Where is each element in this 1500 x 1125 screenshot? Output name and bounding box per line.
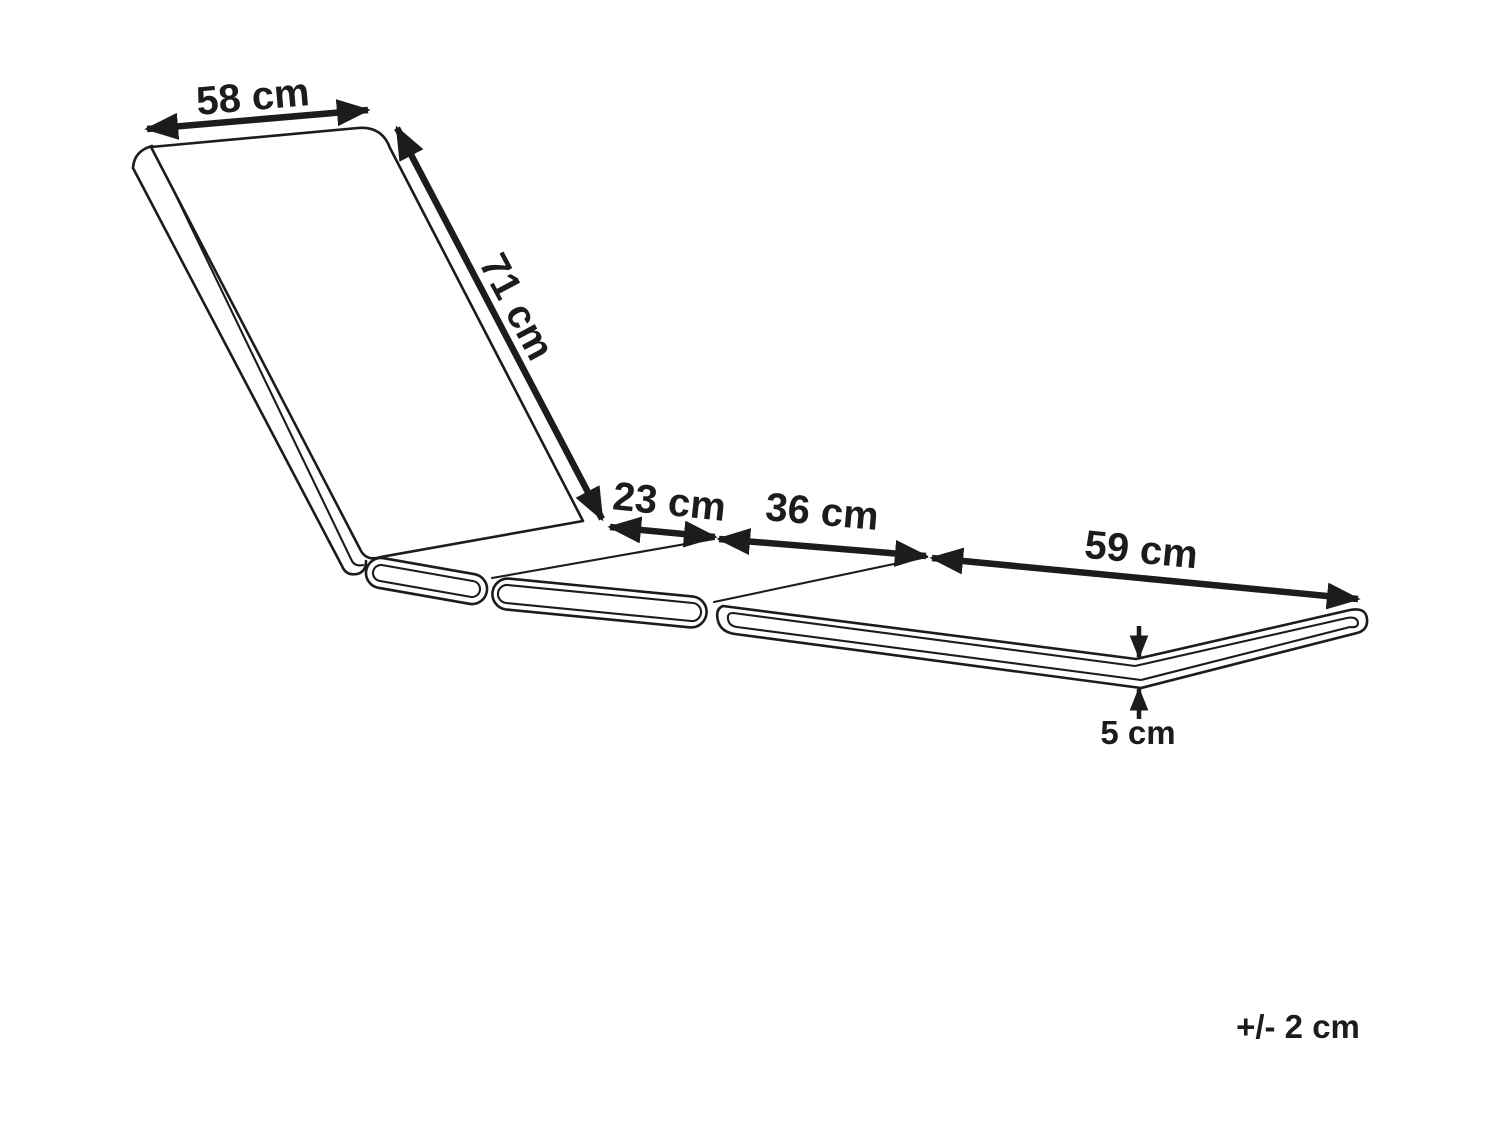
seat-band-2: [491, 577, 708, 629]
backrest-length-arrow: [394, 125, 605, 522]
backrest-width-label: 58 cm: [194, 70, 311, 124]
seat-section-arrow: [607, 516, 718, 548]
tolerance-note: +/- 2 cm: [1236, 1008, 1360, 1045]
leg-section-arrow: [929, 547, 1361, 610]
seam-seat-middle: [490, 537, 716, 580]
backrest-band-seam: [153, 150, 365, 567]
backrest-side-band: [131, 144, 368, 576]
leg-section-label: 59 cm: [1083, 523, 1200, 578]
middle-section-arrow: [716, 528, 929, 567]
leg-band: [715, 604, 1369, 690]
dimension-labels: 58 cm 71 cm 23 cm 36 cm 59 cm 5 cm +/- 2…: [194, 70, 1359, 1045]
seat-section-label: 23 cm: [611, 474, 728, 530]
thickness-label: 5 cm: [1100, 714, 1175, 751]
seat-band-1: [364, 556, 489, 606]
leg-band-piping: [726, 611, 1360, 682]
dimension-arrows: [144, 99, 1361, 719]
middle-section-label: 36 cm: [764, 485, 881, 539]
cushion-outline: [131, 126, 1369, 690]
backrest-width-arrow: [144, 99, 371, 140]
seat-band-1-piping: [371, 563, 482, 599]
seat-band-2-piping: [496, 583, 703, 623]
seam-middle-leg: [712, 555, 929, 604]
